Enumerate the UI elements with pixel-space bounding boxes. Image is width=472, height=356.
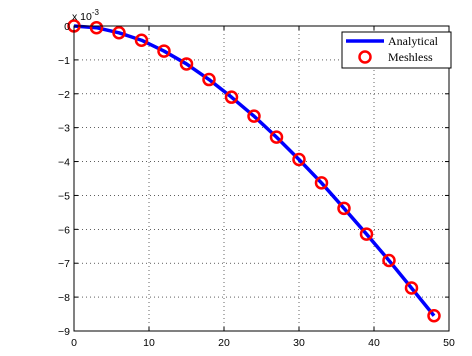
y-tick-label: −5 [58,190,70,202]
legend-meshless-marker [358,50,372,64]
y-tick-label: −1 [58,55,70,67]
y-tick-label: −6 [58,224,70,236]
x-tick-label: 40 [368,337,380,349]
y-tick-label: −2 [58,89,70,101]
x-tick-label: 50 [443,337,455,349]
y-tick-label: −7 [58,258,70,270]
analytical-line [73,24,436,317]
meshless-marker [224,90,239,104]
axis-ticks: 0 10 20 30 40 50 0 −1 −2 −3 −4 −5 −6 −7 −8 −9 [58,21,455,349]
y-tick-label: −8 [58,292,70,304]
meshless-marker [337,201,351,216]
y-tick-label: 0 [64,21,70,33]
meshless-marker [359,227,374,241]
meshless-marker [179,57,194,71]
legend: Analytical Meshless [341,31,452,69]
meshless-marker [404,281,419,295]
meshless-marker [112,26,126,40]
legend-box [341,31,452,69]
y-tick-label: −4 [58,157,70,169]
y-multiplier-label: x 10-3 [72,8,100,23]
meshless-marker [157,44,171,58]
y-multiplier-exponent: -3 [92,8,100,17]
y-tick-label: −3 [58,123,70,135]
plot-area [74,26,449,331]
x-tick-label: 30 [293,337,305,349]
x-tick-label: 0 [71,337,77,349]
grid [74,26,449,331]
meshless-marker [247,109,261,123]
meshless-marker [314,176,329,190]
meshless-marker [202,72,216,87]
x-tick-label: 20 [218,337,230,349]
meshless-marker [269,130,284,144]
x-tick-label: 10 [143,337,155,349]
plot-frame [73,25,450,332]
legend-meshless-label: Meshless [388,50,433,64]
y-tick-label: −9 [58,326,70,338]
series [67,19,441,323]
meshless-marker [89,20,104,35]
meshless-marker [382,253,396,268]
meshless-marker [292,152,306,167]
meshless-marker [427,309,441,323]
legend-analytical-label: Analytical [388,34,439,48]
meshless-marker [134,33,149,47]
y-multiplier-base: x 10 [72,11,92,23]
